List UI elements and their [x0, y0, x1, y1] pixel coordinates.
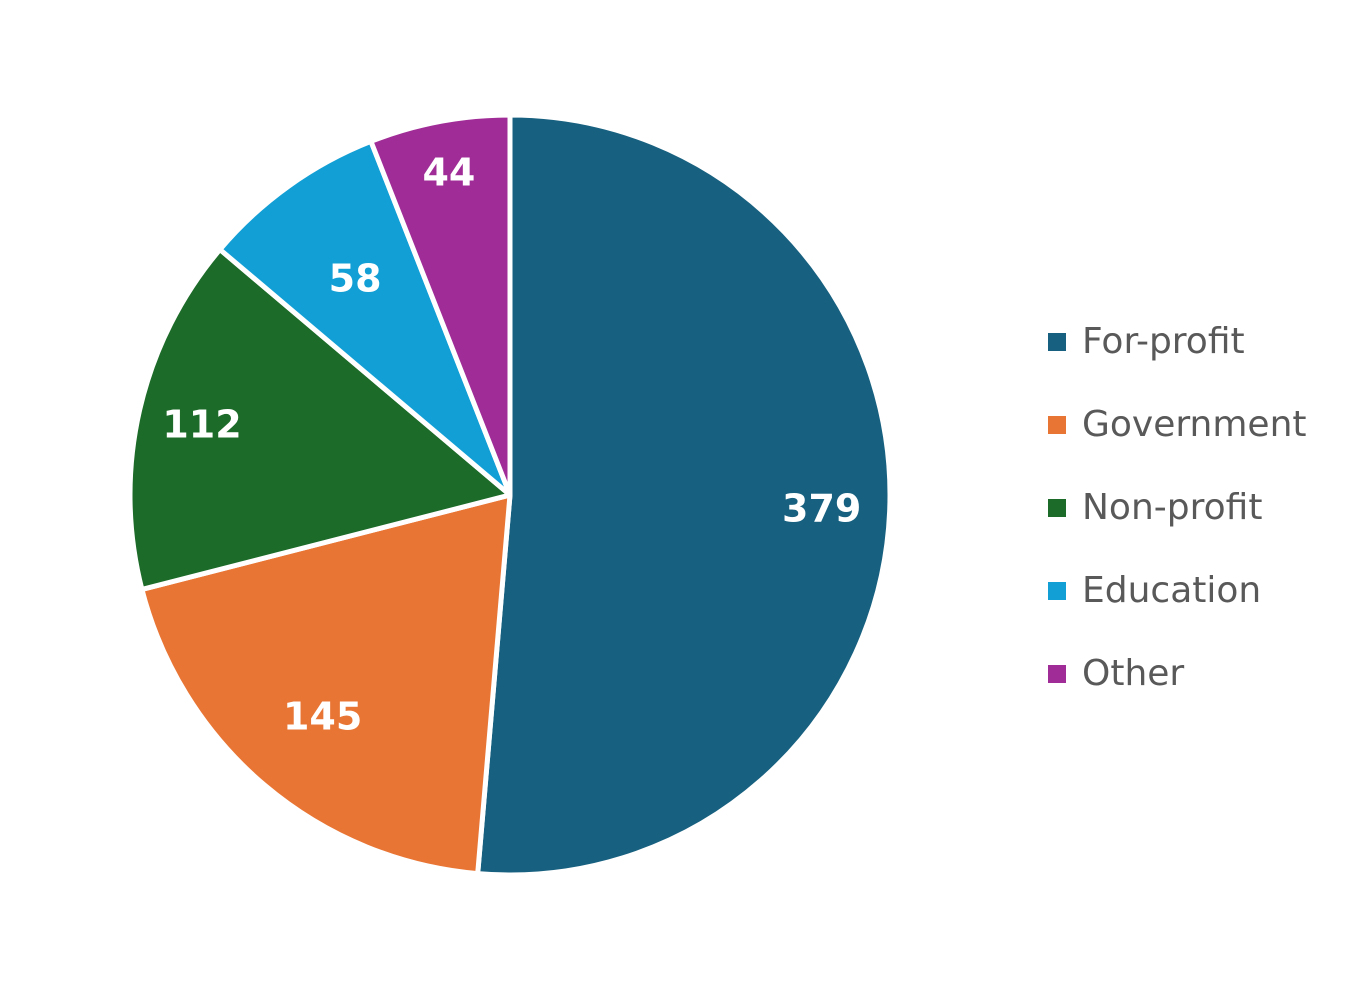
data-label-non-profit: 112 [162, 402, 241, 446]
pie-slice-non-profit [127, 247, 513, 592]
legend-swatch-government [1048, 415, 1066, 434]
pie-slice-education [217, 138, 513, 498]
legend: For-profit Government Non-profit Educati… [1048, 300, 1348, 715]
legend-swatch-education [1048, 581, 1066, 600]
legend-item-government: Government [1048, 383, 1348, 466]
legend-label-education: Education [1082, 570, 1262, 611]
pie-slice-government [139, 492, 513, 877]
legend-item-non-profit: Non-profit [1048, 466, 1348, 549]
legend-label-government: Government [1082, 404, 1307, 445]
data-label-education: 58 [329, 257, 382, 301]
data-label-government: 145 [283, 694, 362, 738]
pie-slices [127, 112, 893, 878]
legend-label-other: Other [1082, 653, 1185, 694]
legend-label-non-profit: Non-profit [1082, 487, 1263, 528]
legend-swatch-for-profit [1048, 332, 1066, 351]
legend-item-education: Education [1048, 549, 1348, 632]
legend-swatch-other [1048, 664, 1066, 683]
legend-item-other: Other [1048, 632, 1348, 715]
pie-slice-other [368, 112, 513, 498]
pie-slice-for-profit [475, 112, 893, 878]
pie-data-labels: 379 145 112 58 44 [162, 151, 861, 739]
data-label-for-profit: 379 [782, 486, 861, 530]
legend-item-for-profit: For-profit [1048, 300, 1348, 383]
legend-swatch-non-profit [1048, 498, 1066, 517]
data-label-other: 44 [422, 151, 475, 195]
legend-label-for-profit: For-profit [1082, 321, 1245, 362]
